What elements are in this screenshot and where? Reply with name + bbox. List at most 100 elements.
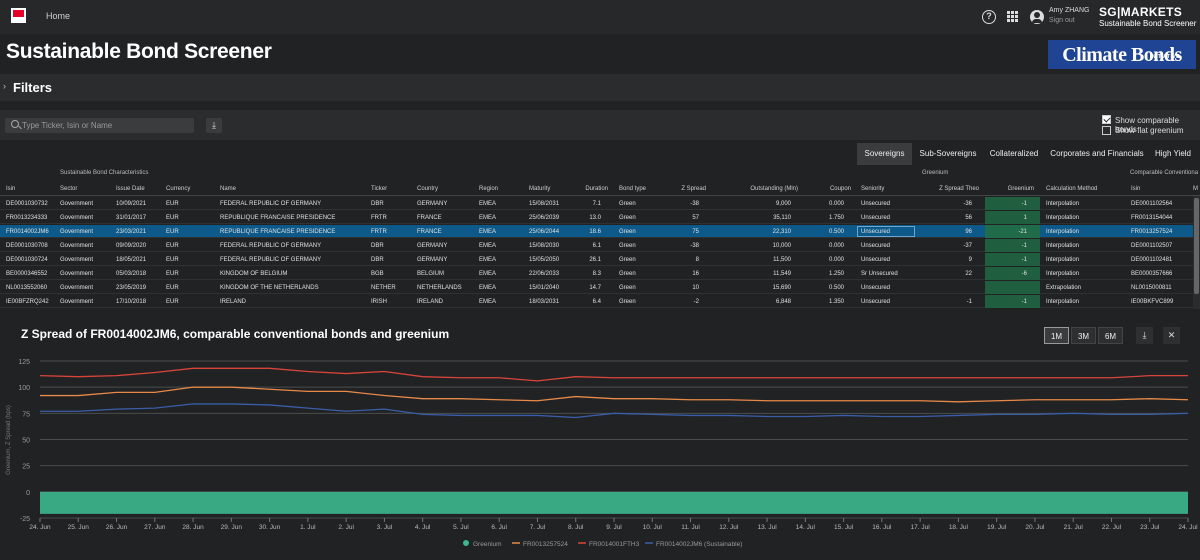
table-cell: 0.500 [828,285,844,291]
column-header[interactable]: Isin [1131,186,1141,192]
home-link[interactable]: Home [46,11,71,21]
column-header[interactable]: Issue Date [116,186,145,192]
segment-tabs: Sovereigns Sub-Sovereigns Collateralized… [0,143,1200,165]
table-cell: -38 [690,201,699,207]
tab-collateralized[interactable]: Collateralized [989,149,1039,158]
table-cell: EUR [166,285,179,291]
x-tick-label: 24. Jul [1178,524,1198,531]
table-cell: -36 [963,201,972,207]
table-cell: 16 [692,271,699,277]
show-flat-checkbox[interactable] [1102,126,1111,135]
column-header[interactable]: Coupon [829,186,851,192]
download-table-button[interactable]: ⤓ [206,118,222,133]
range-1m-button[interactable]: 1M [1044,327,1069,344]
table-cell: 22,310 [772,229,791,235]
greenium-cell-bg [985,211,1040,224]
range-3m-button[interactable]: 3M [1071,327,1096,344]
table-cell: FEDERAL REPUBLIC OF GERMANY [220,243,322,249]
table-cell: 14.7 [589,285,601,291]
brand-subtitle: Sustainable Bond Screener [1099,19,1197,28]
table-row[interactable]: BE0000346552 Government 05/03/2018 EUR KINGD… [0,267,1193,280]
close-chart-button[interactable]: ✕ [1163,327,1180,344]
table-row[interactable]: DE0001030708 Government 09/09/2020 EUR FEDER… [0,239,1193,252]
table-cell: Sr Unsecured [861,271,898,277]
search-input[interactable]: Type Ticker, Isin or Name [5,118,194,133]
column-header[interactable]: Region [479,186,499,192]
tab-high-yield[interactable]: High Yield [1154,149,1192,158]
column-header[interactable]: Country [417,186,439,192]
user-avatar-icon[interactable] [1030,10,1044,24]
chevron-right-icon[interactable]: › [3,81,6,91]
column-header[interactable]: Duration [585,186,608,192]
table-row[interactable]: IE00BFZRQ242 Government 17/10/2018 EUR IRELA… [0,295,1193,308]
table-row[interactable]: DE0001030724 Government 18/05/2021 EUR FEDER… [0,253,1193,266]
table-cell: FRANCE [417,215,442,221]
table-cell: Interpolation [1046,271,1080,277]
column-header[interactable]: Seniority [861,186,885,192]
table-cell: EMEA [479,257,497,263]
column-header[interactable]: M [1193,186,1198,192]
table-row[interactable]: DE0001030732 Government 10/09/2021 EUR FEDER… [0,197,1193,210]
filters-panel[interactable]: › Filters [0,74,1200,101]
table-cell: -1 [1021,243,1027,249]
greenium-cell-bg [985,239,1040,252]
group-greenium: Greenium [922,170,949,176]
tab-sub-sovereigns[interactable]: Sub-Sovereigns [919,149,977,158]
table-cell: FR0014002JM6 [6,229,49,235]
column-header[interactable]: Name [220,186,237,192]
table-row[interactable]: NL0013552060 Government 23/05/2019 EUR KINGD… [0,281,1193,294]
greenium-cell-bg [985,197,1040,210]
table-cell: DBR [371,243,384,249]
column-header[interactable]: Bond type [619,186,647,192]
tab-corporates-financials[interactable]: Corporates and Financials [1050,149,1144,158]
range-6m-button[interactable]: 6M [1098,327,1123,344]
user-name: Amy ZHANG [1049,7,1090,14]
table-cell: -1 [1021,201,1027,207]
column-header[interactable]: Maturity [529,186,551,192]
column-header[interactable]: Currency [166,186,191,192]
page-title: Sustainable Bond Screener [6,40,272,63]
table-cell: Unsecured [861,299,891,305]
table-cell: 0.000 [828,201,844,207]
table-cell: Green [619,285,636,291]
table-cell: Government [60,243,94,249]
table-cell: EMEA [479,285,497,291]
show-comparable-checkbox[interactable] [1102,115,1111,124]
table-row[interactable]: FR0014002JM6 Government 23/03/2021 EUR REPUB… [0,225,1193,238]
table-cell: KINGDOM OF THE NETHERLANDS [220,285,319,291]
table-cell: Interpolation [1046,243,1080,249]
table-cell: 10,000 [772,243,791,249]
column-header[interactable]: Isin [6,186,16,192]
column-header[interactable]: Outstanding (Mln) [750,186,798,192]
column-header[interactable]: Calculation Method [1046,186,1098,192]
column-header[interactable]: Z Spread Theo [939,186,979,192]
table-cell: -1 [1021,257,1027,263]
x-tick-label: 13. Jul [757,524,777,531]
table-cell: REPUBLIQUE FRANCAISE PRESIDENCE [220,229,336,235]
show-comparable-label[interactable]: Show comparable bonds [1115,116,1180,134]
apps-grid-icon[interactable] [1006,10,1020,24]
column-header[interactable]: Greenium [1007,186,1034,192]
y-tick-label: 100 [18,385,30,392]
show-flat-label[interactable]: Show flat greenium [1115,126,1184,135]
table-cell: 23/05/2019 [116,285,147,291]
x-tick-label: 14. Jul [796,524,816,531]
sign-out-link[interactable]: Sign out [1049,17,1075,24]
help-icon[interactable]: ? [982,10,996,24]
table-cell: 22 [965,271,972,277]
filters-label[interactable]: Filters [13,80,53,95]
table-cell: IRISH [371,299,388,305]
tab-sovereigns[interactable]: Sovereigns [857,143,912,165]
sg-logo-icon[interactable] [11,8,26,23]
x-tick-label: 30. Jun [259,524,281,531]
table-cell: Unsecured [861,243,891,249]
download-chart-button[interactable]: ⤓ [1136,327,1153,344]
x-tick-label: 26. Jun [106,524,128,531]
column-header[interactable]: Ticker [371,186,388,192]
vertical-scrollbar[interactable] [1193,196,1200,309]
table-cell: IRELAND [417,299,444,305]
table-row[interactable]: FR0013234333 Government 31/01/2017 EUR REPUB… [0,211,1193,224]
table-cell: 0.500 [828,229,844,235]
column-header[interactable]: Sector [60,186,78,192]
column-header[interactable]: Z Spread [681,186,706,192]
